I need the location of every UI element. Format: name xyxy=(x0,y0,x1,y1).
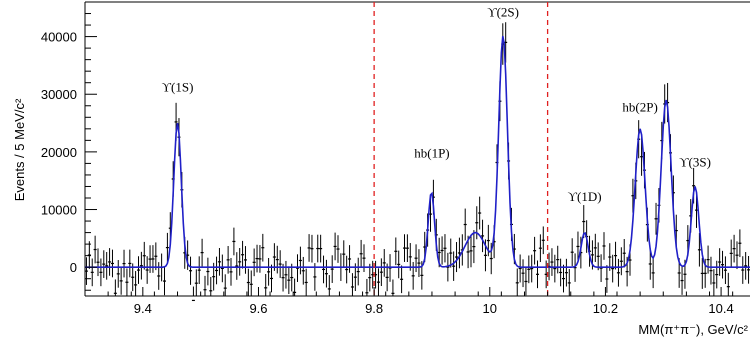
axis-ticks: 9.4 9.6 9.8 10 10.2 10.4 0 10000 20000 30000 40000 xyxy=(41,1,734,316)
y-tick-label: 10000 xyxy=(41,203,77,218)
x-tick-label: 9.8 xyxy=(365,301,383,316)
fit-curve xyxy=(85,35,750,268)
plot-area: ϒ(1S) hb(1P) ϒ(2S) ϒ(1D) hb(2P) ϒ(3S) xyxy=(84,1,750,302)
peak-label: hb(1P) xyxy=(414,146,449,161)
y-tick-label: 20000 xyxy=(41,145,77,160)
data-points xyxy=(84,22,750,302)
x-tick-label: 10.4 xyxy=(708,301,733,316)
peak-label: ϒ(1D) xyxy=(568,189,602,204)
x-axis-title: MM(π⁺π⁻), GeV/c² xyxy=(638,322,748,337)
x-tick-label: 10 xyxy=(483,301,497,316)
y-axis-title: Events / 5 MeV/c² xyxy=(12,98,27,201)
peak-label: hb(2P) xyxy=(622,100,657,115)
x-tick-label: 9.4 xyxy=(134,301,152,316)
y-tick-label: 0 xyxy=(70,260,77,275)
y-tick-label: 30000 xyxy=(41,87,77,102)
peak-label: ϒ(1S) xyxy=(162,79,194,94)
peak-label: ϒ(2S) xyxy=(487,4,519,19)
x-tick-label: 10.2 xyxy=(593,301,618,316)
peak-label: ϒ(3S) xyxy=(679,154,711,169)
y-tick-label: 40000 xyxy=(41,30,77,45)
x-tick-label: 9.6 xyxy=(249,301,267,316)
